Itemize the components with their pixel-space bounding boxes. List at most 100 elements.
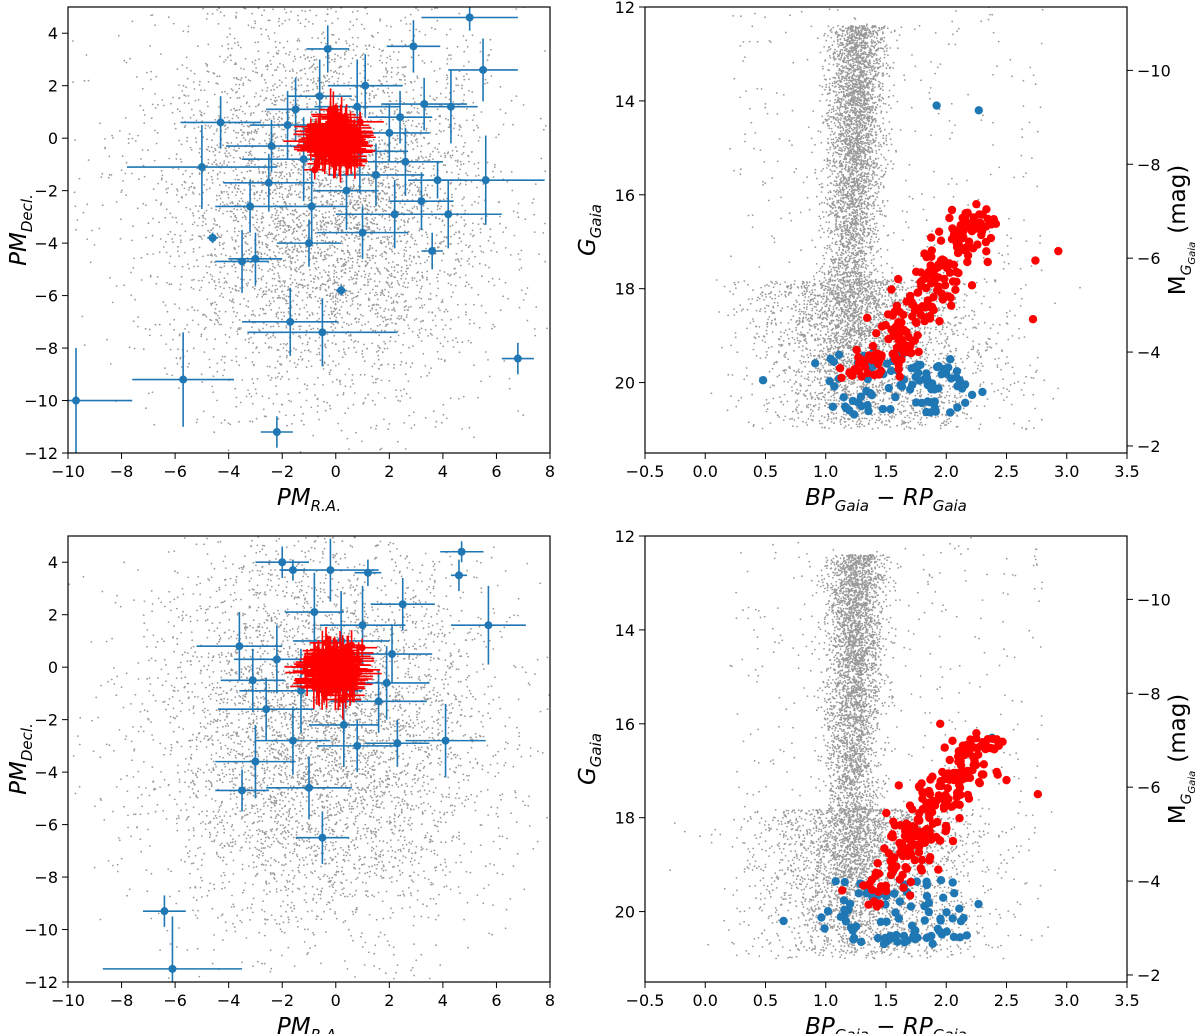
field-star <box>531 201 534 204</box>
field-star <box>288 172 291 174</box>
field-star <box>420 287 422 290</box>
field-star <box>390 272 393 275</box>
field-star <box>451 193 453 196</box>
field-star <box>262 308 265 311</box>
field-star <box>458 184 461 186</box>
field-star <box>234 215 237 218</box>
field-star <box>319 184 321 187</box>
field-star <box>304 285 306 287</box>
field-star <box>163 367 166 370</box>
field-star <box>264 119 267 121</box>
field-star <box>194 99 197 102</box>
field-star <box>253 192 256 194</box>
field-star <box>199 235 202 238</box>
field-star <box>312 327 315 330</box>
field-star <box>277 226 279 228</box>
field-star <box>266 333 269 335</box>
field-star <box>376 227 379 230</box>
field-star <box>297 184 300 186</box>
field-star <box>279 206 282 209</box>
field-star <box>352 184 355 186</box>
field-star <box>297 335 300 338</box>
field-star <box>413 181 415 184</box>
field-star <box>355 86 357 88</box>
field-star <box>288 111 290 114</box>
field-star <box>443 236 446 239</box>
field-star <box>446 74 448 77</box>
field-star <box>371 365 374 368</box>
field-star <box>243 207 246 209</box>
field-star <box>349 201 351 204</box>
field-star <box>231 89 234 92</box>
field-star <box>195 137 197 140</box>
field-star <box>247 200 249 203</box>
field-star <box>216 164 218 166</box>
field-star <box>492 323 494 326</box>
field-star <box>358 265 361 268</box>
field-star <box>400 79 403 81</box>
field-star <box>334 219 337 221</box>
field-star <box>316 235 318 238</box>
field-star <box>438 129 441 132</box>
field-star <box>464 223 467 226</box>
field-star <box>311 290 314 293</box>
field-star <box>289 188 292 191</box>
field-star <box>404 203 406 206</box>
field-star <box>318 210 321 212</box>
field-star <box>403 255 405 258</box>
field-star <box>351 36 354 39</box>
field-star <box>367 256 369 259</box>
field-star <box>183 187 186 190</box>
field-star <box>224 355 226 358</box>
field-star <box>416 206 418 208</box>
field-star <box>315 82 318 85</box>
field-star <box>297 172 300 175</box>
field-star <box>405 91 408 94</box>
field-star <box>363 27 366 30</box>
field-star <box>428 159 431 162</box>
field-star <box>281 207 283 210</box>
field-star <box>409 23 412 25</box>
field-star <box>218 115 220 117</box>
field-star <box>252 382 255 384</box>
field-star <box>352 110 355 113</box>
field-star <box>370 184 372 187</box>
field-star <box>198 193 201 196</box>
field-star <box>424 34 427 36</box>
field-star <box>336 215 339 218</box>
field-star <box>283 66 285 68</box>
field-star <box>255 221 258 224</box>
field-star <box>223 204 226 206</box>
field-star <box>199 80 201 83</box>
field-star <box>403 219 405 222</box>
field-star <box>379 294 382 296</box>
field-star <box>237 202 239 205</box>
field-star <box>261 212 264 215</box>
field-star <box>312 81 314 84</box>
field-star <box>387 87 390 90</box>
field-star <box>287 189 290 192</box>
field-star <box>441 259 443 262</box>
field-star <box>513 234 516 237</box>
field-star <box>239 190 242 193</box>
field-star <box>370 119 372 122</box>
field-star <box>359 329 362 332</box>
field-star <box>377 304 380 306</box>
field-star <box>334 226 336 229</box>
field-star <box>378 156 380 159</box>
field-star <box>313 55 315 58</box>
field-star <box>372 138 375 141</box>
field-star <box>282 238 285 241</box>
field-star <box>386 347 389 350</box>
field-star <box>228 299 231 302</box>
field-star <box>339 299 341 301</box>
field-star <box>233 161 236 163</box>
field-star <box>420 126 423 129</box>
field-star <box>267 111 270 113</box>
field-star <box>195 141 198 144</box>
field-star <box>361 168 364 170</box>
field-star <box>172 241 175 244</box>
field-star <box>410 235 412 238</box>
field-star <box>400 212 403 214</box>
field-star <box>390 242 393 245</box>
